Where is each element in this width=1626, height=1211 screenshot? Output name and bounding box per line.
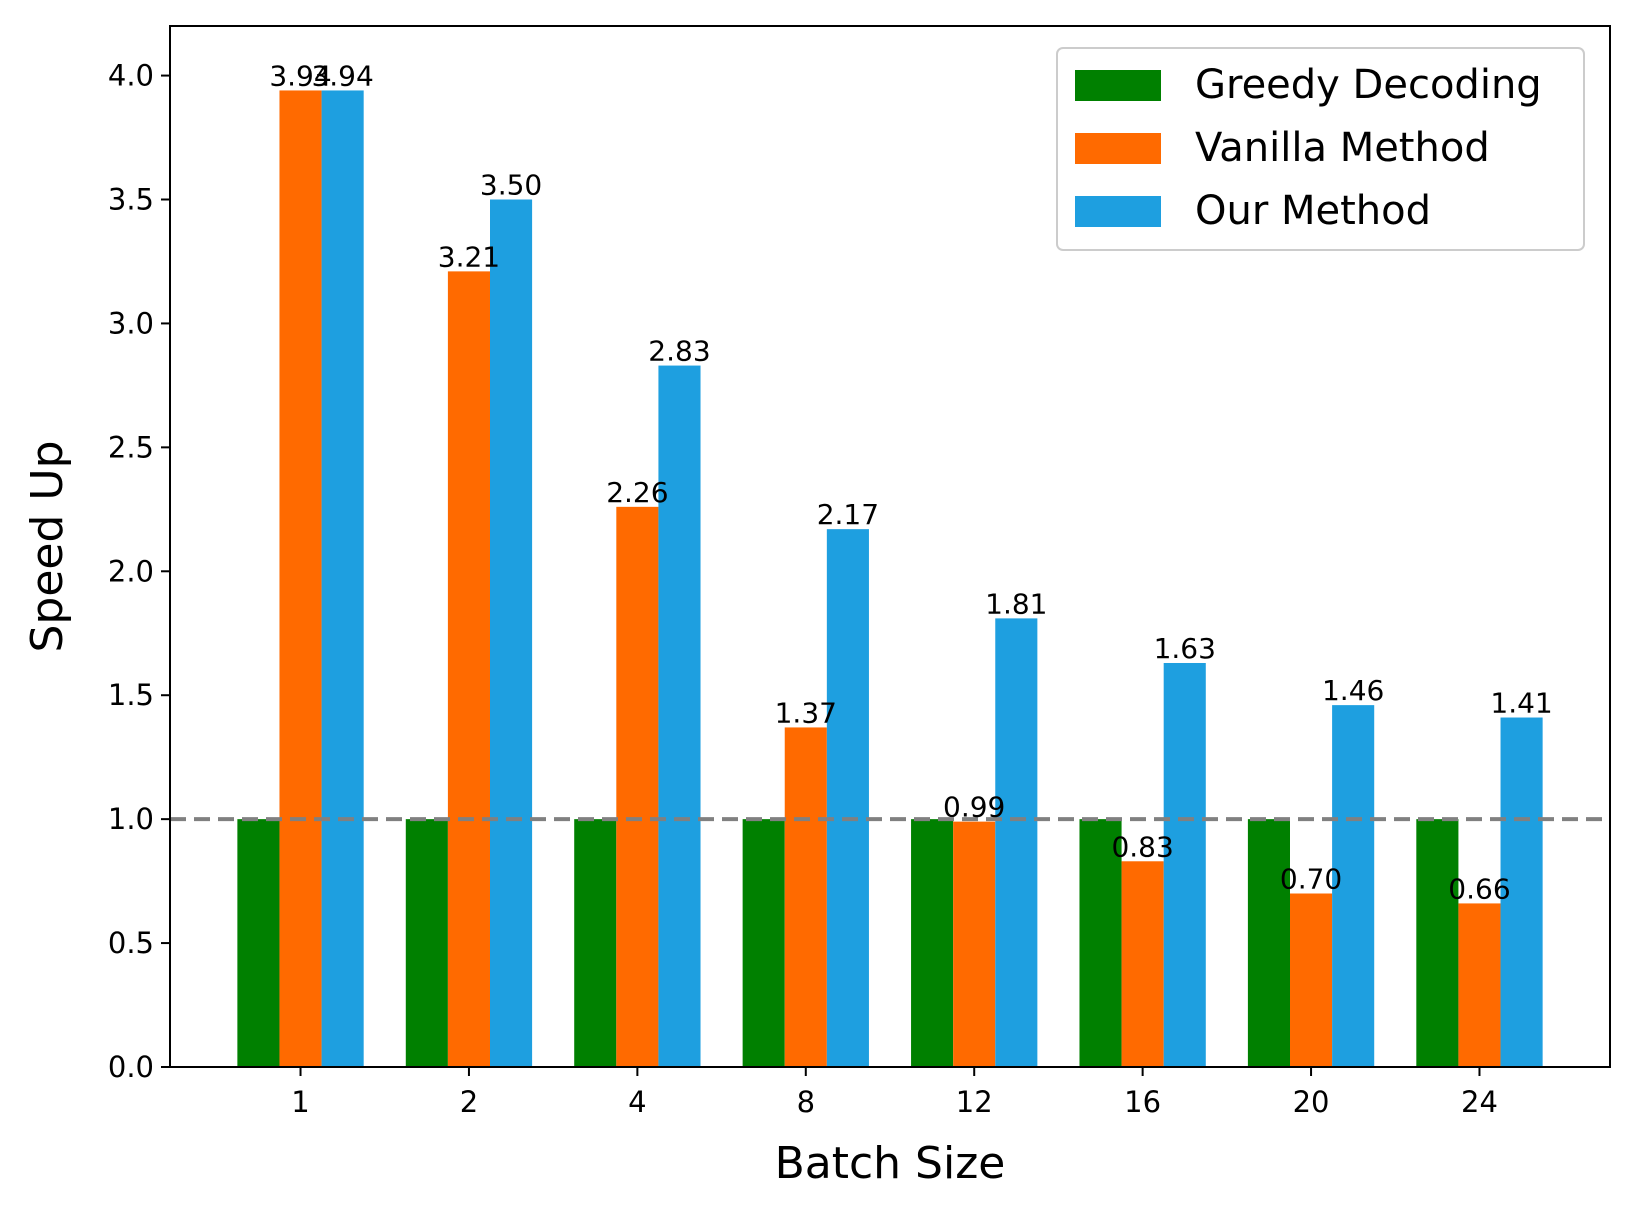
bar-vanilla-method-24 (1458, 903, 1500, 1067)
bar-our-method-2 (490, 200, 532, 1068)
legend-swatch-our-method (1075, 196, 1161, 227)
bar-chart: 3.943.943.213.502.262.831.372.170.991.81… (0, 0, 1626, 1211)
bar-our-method-12 (995, 618, 1037, 1067)
legend-label-greedy-decoding: Greedy Decoding (1195, 62, 1542, 108)
bar-vanilla-method-1 (279, 90, 321, 1067)
bar-our-method-1 (322, 90, 364, 1067)
legend-label-vanilla-method: Vanilla Method (1195, 125, 1490, 171)
bar-vanilla-method-8 (785, 727, 827, 1067)
data-label-our-method-16: 1.63 (1154, 632, 1216, 665)
bar-vanilla-method-16 (1122, 861, 1164, 1067)
bar-our-method-16 (1164, 663, 1206, 1067)
bar-greedy-decoding-4 (574, 819, 616, 1067)
bar-vanilla-method-12 (953, 822, 995, 1067)
y-tick-label-1.0: 1.0 (108, 802, 154, 836)
x-tick-label-12: 12 (956, 1085, 993, 1119)
y-axis-title: Speed Up (22, 440, 73, 652)
legend-label-our-method: Our Method (1195, 188, 1431, 234)
legend: Greedy Decoding Vanilla Method Our Metho… (1057, 48, 1584, 250)
x-axis-title: Batch Size (775, 1138, 1006, 1189)
bar-greedy-decoding-12 (911, 819, 953, 1067)
x-tick-label-20: 20 (1293, 1085, 1330, 1119)
data-label-vanilla-method-24: 0.66 (1448, 872, 1510, 905)
y-tick-label-0.5: 0.5 (108, 926, 154, 960)
x-tick-label-24: 24 (1461, 1085, 1498, 1119)
data-label-vanilla-method-20: 0.70 (1280, 863, 1342, 896)
y-axis: 0.0 0.5 1.0 1.5 2.0 2.5 3.0 3.5 4.0 (108, 59, 170, 1084)
data-label-vanilla-method-2: 3.21 (438, 240, 500, 273)
data-label-vanilla-method-12: 0.99 (943, 791, 1005, 824)
x-tick-label-4: 4 (628, 1085, 646, 1119)
data-label-our-method-4: 2.83 (648, 335, 710, 368)
data-label-vanilla-method-16: 0.83 (1111, 830, 1173, 863)
x-axis: 124812162024 (291, 1067, 1498, 1119)
x-tick-label-16: 16 (1124, 1085, 1161, 1119)
y-tick-label-2.0: 2.0 (108, 554, 154, 588)
y-tick-label-0.0: 0.0 (108, 1050, 154, 1084)
bar-greedy-decoding-2 (406, 819, 448, 1067)
data-label-vanilla-method-8: 1.37 (775, 696, 837, 729)
data-label-our-method-12: 1.81 (985, 587, 1047, 620)
bar-our-method-8 (827, 529, 869, 1067)
x-tick-label-2: 2 (460, 1085, 478, 1119)
bar-greedy-decoding-24 (1416, 819, 1458, 1067)
data-label-our-method-20: 1.46 (1322, 674, 1384, 707)
legend-swatch-greedy-decoding (1075, 70, 1161, 101)
bar-greedy-decoding-8 (743, 819, 785, 1067)
data-label-our-method-24: 1.41 (1490, 687, 1552, 720)
y-tick-label-3.0: 3.0 (108, 306, 154, 340)
chart-container: 3.943.943.213.502.262.831.372.170.991.81… (0, 0, 1626, 1211)
legend-swatch-vanilla-method (1075, 133, 1161, 164)
y-tick-label-4.0: 4.0 (108, 59, 154, 93)
y-tick-label-1.5: 1.5 (108, 678, 154, 712)
bar-our-method-4 (658, 366, 700, 1067)
bar-greedy-decoding-1 (237, 819, 279, 1067)
data-label-our-method-1: 3.94 (311, 59, 373, 92)
y-tick-label-3.5: 3.5 (108, 183, 154, 217)
bar-vanilla-method-20 (1290, 894, 1332, 1068)
bar-vanilla-method-4 (616, 507, 658, 1067)
x-tick-label-8: 8 (797, 1085, 815, 1119)
bar-greedy-decoding-20 (1248, 819, 1290, 1067)
x-tick-label-1: 1 (291, 1085, 309, 1119)
y-tick-label-2.5: 2.5 (108, 430, 154, 464)
data-label-vanilla-method-4: 2.26 (606, 476, 668, 509)
data-label-our-method-2: 3.50 (480, 169, 542, 202)
data-label-our-method-8: 2.17 (817, 498, 879, 531)
bar-vanilla-method-2 (448, 271, 490, 1067)
